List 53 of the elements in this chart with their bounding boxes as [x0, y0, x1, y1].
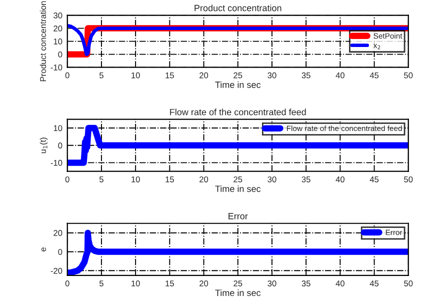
x-tick-label: 30 — [268, 280, 276, 286]
y-tick-label: 0 — [58, 142, 62, 148]
x-tick-label: 10 — [132, 72, 140, 78]
y-axis-title: Product concentration — [40, 1, 46, 82]
x-tick-label: 5 — [99, 72, 104, 78]
x-tick-label: 25 — [234, 280, 242, 286]
x-tick-label: 40 — [336, 72, 344, 78]
y-tick-label: 0 — [58, 52, 62, 58]
x-tick-label: 50 — [404, 176, 413, 182]
x-tick-label: 50 — [404, 72, 413, 78]
y-tick-label: 0 — [58, 248, 62, 255]
chart-title: Flow rate of the concentrated feed — [170, 108, 306, 116]
x-axis-title: Time in sec — [215, 289, 261, 296]
x-tick-label: 35 — [302, 280, 310, 286]
x-tick-label: 5 — [99, 176, 104, 182]
y-tick-label: -10 — [50, 64, 62, 70]
x-tick-label: 15 — [166, 176, 174, 182]
x-tick-label: 10 — [132, 280, 140, 286]
y-tick-label: -20 — [50, 268, 62, 274]
x-tick-label: 0 — [65, 176, 70, 182]
x-tick-label: 25 — [234, 72, 242, 78]
y-tick-label: 20 — [54, 230, 62, 236]
x-tick-label: 30 — [268, 72, 276, 78]
x-tick-label: 20 — [200, 176, 208, 182]
x-tick-label: 15 — [166, 280, 174, 286]
x-tick-label: 45 — [370, 280, 379, 286]
x-axis-title: Time in sec — [215, 81, 261, 88]
y-tick-label: -10 — [50, 160, 62, 166]
x-tick-label: 25 — [234, 176, 242, 182]
x-tick-label: 40 — [336, 280, 344, 286]
y-tick-label: 20 — [54, 26, 62, 32]
y-tick-label: 30 — [54, 12, 62, 18]
x-tick-label: 5 — [99, 280, 104, 286]
y-tick-label: 10 — [54, 125, 62, 132]
x-tick-label: 50 — [404, 280, 413, 286]
x-tick-label: 20 — [200, 72, 208, 78]
x-tick-label: 30 — [268, 176, 276, 182]
y-axis-title: u$_{1}$(t) — [40, 138, 48, 154]
x-tick-label: 40 — [336, 176, 344, 182]
x-tick-label: 0 — [65, 280, 70, 286]
x-axis-title: Time in sec — [215, 185, 261, 192]
x-tick-label: 20 — [200, 280, 208, 286]
x-tick-label: 0 — [65, 72, 70, 78]
x-tick-label: 45 — [370, 176, 379, 182]
x-tick-label: 15 — [166, 72, 174, 78]
y-axis-title: e — [41, 247, 46, 252]
x-tick-label: 45 — [370, 72, 379, 78]
chart-title: Product concentration — [194, 4, 282, 12]
x-tick-label: 10 — [132, 176, 140, 182]
x-tick-label: 35 — [302, 72, 310, 78]
y-tick-label: 10 — [54, 38, 62, 44]
x-tick-label: 35 — [302, 176, 310, 182]
chart-title: Error — [228, 213, 248, 220]
